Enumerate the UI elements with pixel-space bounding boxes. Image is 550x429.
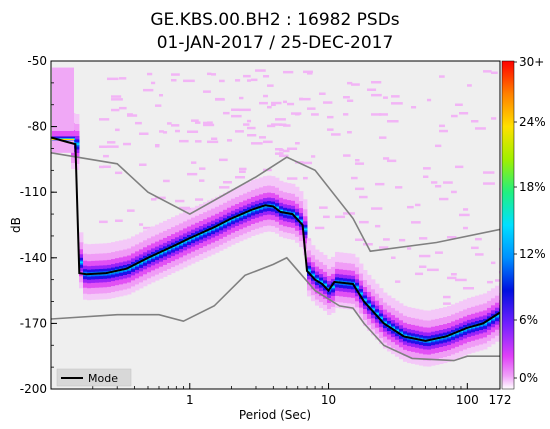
chart-title-line1: GE.KBS.00.BH2 : 16982 PSDs [150,10,399,30]
legend: Mode [56,368,132,387]
x-tick-label: 172 [489,393,512,407]
y-tick-label: -110 [20,185,47,199]
y-tick-label: -200 [20,382,47,396]
colorbar-ticks: 0% 6% 12% 18% 24% 30+ [514,55,546,385]
y-tick-label: -50 [27,54,47,68]
colorbar-tick-label: 24% [519,115,546,129]
x-tick-label: 100 [456,393,479,407]
mode-line [51,136,500,342]
colorbar-tick-label: 18% [519,180,546,194]
y-axis-label: dB [9,217,23,233]
x-tick-label: 10 [321,393,336,407]
colorbar-tick-label: 12% [519,247,546,261]
colorbar-tick-label: 0% [519,371,538,385]
x-axis-ticks: 1 10 100 172 [92,383,512,407]
x-axis-label: Period (Sec) [239,408,311,422]
legend-mode-label: Mode [88,372,118,385]
legend-box [56,368,132,387]
y-tick-label: -80 [27,120,47,134]
plot-frame [50,60,501,390]
colorbar-tick-label: 6% [519,313,538,327]
colorbar-tick-label: 30+ [519,55,544,69]
x-tick-label: 1 [186,393,194,407]
noise-model-low-line [51,256,500,362]
y-tick-label: -170 [20,316,47,330]
noise-model-high-line [51,152,500,253]
chart-title-line2: 01-JAN-2017 / 25-DEC-2017 [157,33,394,53]
colorbar [501,60,515,390]
y-tick-label: -140 [20,251,47,265]
y-axis-ticks: -50 -80 -110 -140 -170 -200 [20,54,57,396]
